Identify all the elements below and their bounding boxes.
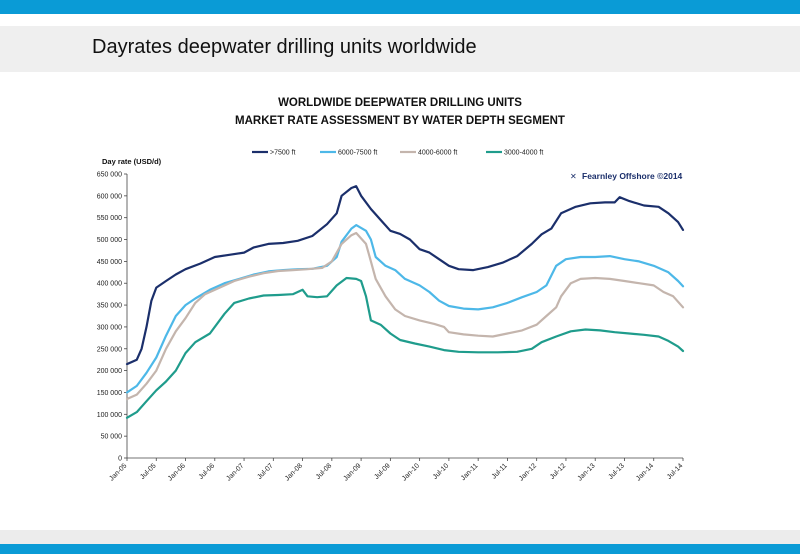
x-tick-label: Jul-12 (549, 462, 568, 481)
y-tick-label: 300 000 (97, 324, 122, 331)
legend-label: 3000-4000 ft (504, 150, 543, 157)
legend: >7500 ft 6000-7500 ft 4000-6000 ft 3000-400… (252, 150, 543, 157)
x-tick-label: Jul-09 (373, 462, 392, 481)
y-tick-label: 100 000 (97, 412, 122, 419)
x-tick-label: Jan-10 (401, 462, 421, 482)
x-tick-label: Jan-13 (577, 462, 597, 482)
x-tick-label: Jan-08 (284, 462, 304, 482)
x-tick-label: Jan-06 (167, 462, 187, 482)
axes: 0 50 000 100 000 150 000 200 000 250 000 300 0… (97, 172, 685, 483)
y-tick-label: 550 000 (97, 215, 122, 222)
plot-lines (125, 185, 685, 419)
y-axis-label: Day rate (USD/d) (102, 157, 162, 166)
x-tick-label: Jul-06 (198, 462, 217, 481)
legend-label: >7500 ft (270, 150, 296, 157)
x-tick-label: Jan-14 (635, 462, 655, 482)
x-tick-label: Jan-09 (342, 462, 362, 482)
y-tick-label: 150 000 (97, 390, 122, 397)
x-tick-label: Jan-11 (460, 462, 480, 482)
x-tick-label: Jul-07 (256, 462, 275, 481)
y-tick-label: 650 000 (97, 172, 122, 179)
y-tick-label: 50 000 (101, 434, 123, 441)
chart-subtitle: MARKET RATE ASSESSMENT BY WATER DEPTH SE… (235, 115, 565, 127)
watermark: ✕ Fearnley Offshore ©2014 (570, 171, 683, 181)
y-tick-label: 400 000 (97, 281, 122, 288)
slide-title: Dayrates deepwater drilling units worldw… (92, 36, 477, 58)
y-tick-label: 450 000 (97, 259, 122, 266)
x-tick-label: Jul-10 (432, 462, 451, 481)
y-tick-label: 500 000 (97, 237, 122, 244)
chart-title: WORLDWIDE DEEPWATER DRILLING UNITS (278, 97, 522, 109)
series-line-1 (125, 185, 685, 366)
series-line-2 (125, 224, 685, 394)
x-tick-label: Jan-07 (225, 462, 245, 482)
series-line-4 (125, 276, 685, 419)
y-tick-label: 200 000 (97, 368, 122, 375)
y-tick-label: 600 000 (97, 193, 122, 200)
x-tick-label: Jan-12 (518, 462, 538, 482)
x-tick-label: Jul-11 (491, 462, 509, 480)
top-accent-bar (0, 0, 800, 14)
watermark-logo-icon: ✕ (570, 172, 577, 181)
y-tick-label: 250 000 (97, 346, 122, 353)
watermark-text: Fearnley Offshore ©2014 (582, 171, 683, 181)
title-band (0, 26, 800, 72)
x-tick-label: Jul-08 (315, 462, 334, 481)
legend-label: 6000-7500 ft (338, 150, 377, 157)
chart: WORLDWIDE DEEPWATER DRILLING UNITS MARKE… (97, 97, 685, 483)
y-tick-label: 350 000 (97, 303, 122, 310)
series-line-3 (125, 231, 685, 401)
y-tick-label: 0 (118, 456, 122, 463)
bottom-band (0, 530, 800, 544)
x-tick-label: Jan-05 (108, 462, 128, 482)
x-tick-label: Jul-14 (666, 462, 685, 481)
bottom-accent-bar (0, 544, 800, 554)
legend-label: 4000-6000 ft (418, 150, 457, 157)
x-tick-label: Jul-05 (139, 462, 158, 481)
x-tick-label: Jul-13 (607, 462, 626, 481)
